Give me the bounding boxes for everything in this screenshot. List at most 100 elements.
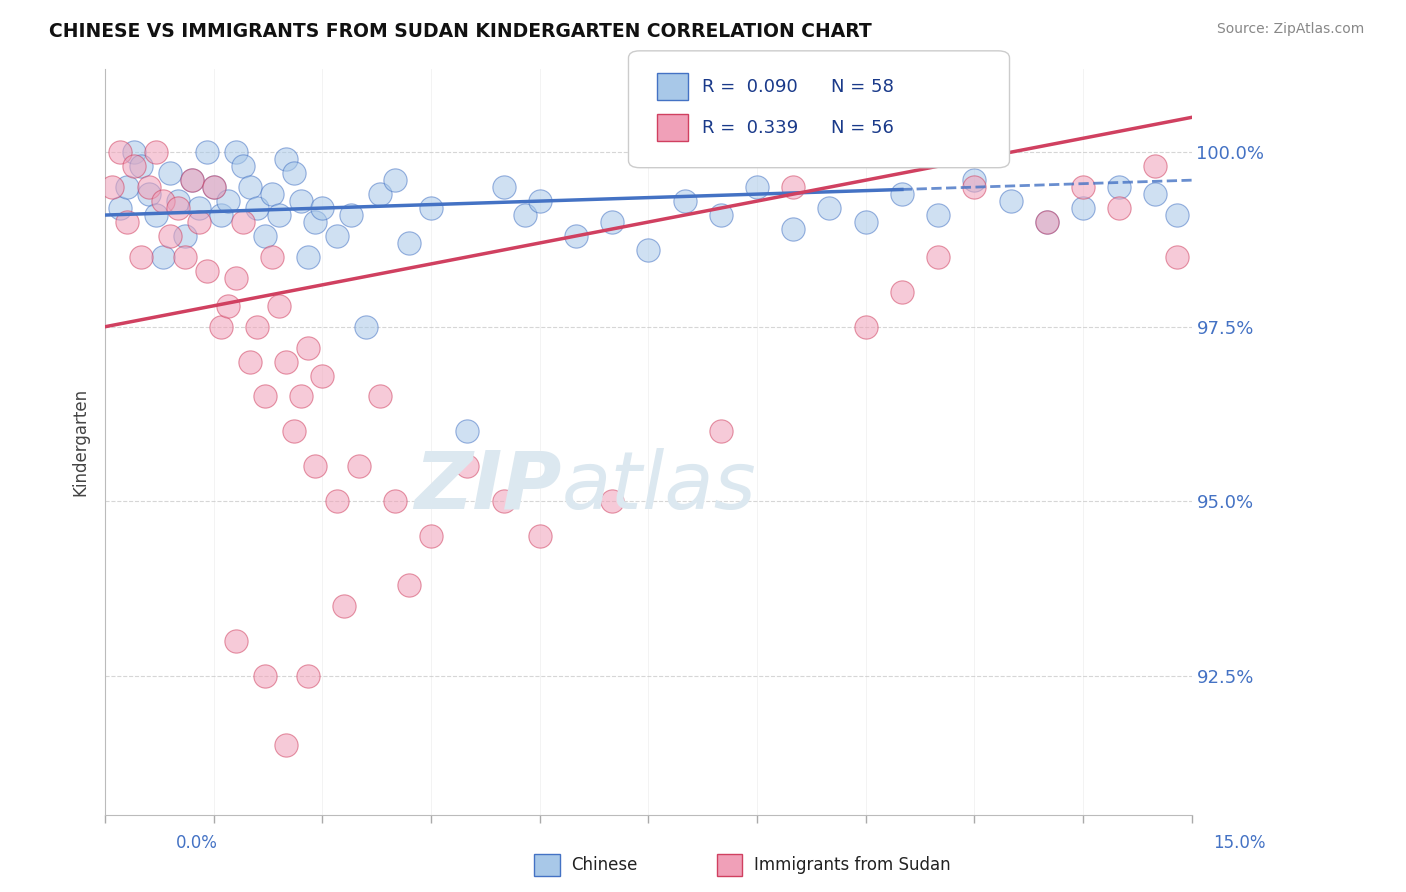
Point [1035,215,1057,229]
Point [297,250,319,264]
Point [1000,194,1022,208]
Point [326,229,349,244]
Point [152,194,174,208]
Point [855,215,877,229]
Point [600,494,623,508]
Point [340,208,363,222]
Point [326,494,349,508]
Point [246,201,269,215]
Point [927,208,949,222]
Point [209,319,232,334]
Point [398,235,420,250]
Point [138,180,160,194]
Point [304,215,326,229]
Point [276,739,298,753]
Point [115,215,138,229]
Text: N = 58: N = 58 [831,78,894,95]
Point [565,229,588,244]
Point [225,270,247,285]
Point [347,459,370,474]
Point [370,389,392,403]
Point [225,145,247,160]
Point [492,180,515,194]
Point [267,208,290,222]
Point [782,222,804,236]
Point [260,187,283,202]
Point [745,180,768,194]
Point [1166,250,1188,264]
Point [515,208,537,222]
Point [1108,180,1130,194]
Point [138,187,160,202]
Point [217,299,239,313]
Point [108,145,131,160]
Point [276,153,298,167]
Point [290,194,312,208]
Point [927,250,949,264]
Point [145,145,167,160]
Point [276,354,298,368]
Point [122,159,145,173]
Point [384,494,406,508]
Text: R =  0.090: R = 0.090 [702,78,797,95]
Point [1144,187,1167,202]
Point [166,201,188,215]
Text: atlas: atlas [561,448,756,525]
Point [283,425,305,439]
Point [384,173,406,187]
Point [398,578,420,592]
Point [637,243,659,257]
Text: Immigrants from Sudan: Immigrants from Sudan [754,856,950,874]
Point [239,354,262,368]
Point [818,201,841,215]
Point [101,180,124,194]
Point [963,173,986,187]
Point [1071,201,1094,215]
Point [529,529,551,543]
Point [166,194,188,208]
Point [1035,215,1057,229]
Point [283,166,305,180]
Text: CHINESE VS IMMIGRANTS FROM SUDAN KINDERGARTEN CORRELATION CHART: CHINESE VS IMMIGRANTS FROM SUDAN KINDERG… [49,22,872,41]
Point [267,299,290,313]
Point [333,599,356,613]
Point [963,180,986,194]
Point [195,264,218,278]
Point [260,250,283,264]
Text: N = 56: N = 56 [831,119,894,136]
Text: R =  0.339: R = 0.339 [702,119,797,136]
Point [297,668,319,682]
Point [782,180,804,194]
Point [311,201,333,215]
Point [181,173,204,187]
Point [202,180,225,194]
Point [246,319,269,334]
Point [188,201,211,215]
Point [195,145,218,160]
Point [131,159,153,173]
Text: Chinese: Chinese [571,856,637,874]
Point [152,250,174,264]
Point [108,201,131,215]
Point [456,459,478,474]
Point [173,229,195,244]
Point [253,229,276,244]
Point [673,194,696,208]
Point [456,425,478,439]
Point [232,215,254,229]
Point [710,425,733,439]
Point [290,389,312,403]
Point [173,250,195,264]
Point [145,208,167,222]
Point [420,201,443,215]
Point [209,208,232,222]
Point [529,194,551,208]
Point [311,368,333,383]
Point [115,180,138,194]
Point [232,159,254,173]
Point [159,166,181,180]
Point [225,633,247,648]
Point [1144,159,1167,173]
Point [600,215,623,229]
Point [297,341,319,355]
